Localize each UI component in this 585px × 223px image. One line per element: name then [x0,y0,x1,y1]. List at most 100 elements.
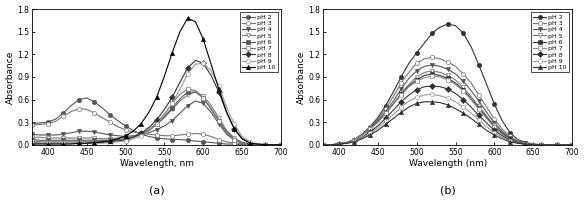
pH 3 [114,125,121,128]
pH 4 [192,100,199,102]
pH 8 [351,140,358,142]
pH 9 [320,143,327,146]
pH 9 [75,142,82,145]
pH 4 [122,135,129,138]
pH 5 [52,137,59,139]
pH 8 [328,143,335,146]
pH 4 [262,143,269,146]
pH 4 [215,122,222,125]
pH 6 [208,107,215,110]
pH 4 [351,138,358,141]
pH 4 [436,65,443,68]
pH 5 [390,103,397,105]
pH 4 [199,102,207,105]
pH 10 [223,111,230,114]
pH 6 [421,74,428,77]
pH 2 [246,143,253,146]
pH 2 [231,143,238,145]
pH 7 [246,143,253,145]
pH 2 [68,104,75,107]
pH 8 [199,62,207,65]
pH 3 [91,112,98,114]
pH 6 [44,139,51,142]
pH 3 [99,116,106,119]
pH 6 [452,82,459,84]
pH 2 [270,143,277,146]
pH 8 [444,88,451,90]
pH 3 [29,124,36,126]
pH 5 [335,143,342,145]
pH 8 [36,142,43,145]
pH 7 [328,143,335,146]
pH 3 [215,138,222,141]
X-axis label: Wavelength (nm): Wavelength (nm) [408,159,487,168]
pH 6 [343,141,350,144]
pH 3 [467,82,474,84]
Line: pH 2: pH 2 [321,22,574,147]
Line: pH 6: pH 6 [30,90,283,147]
pH 7 [467,98,474,101]
pH 8 [343,142,350,145]
pH 8 [421,85,428,88]
pH 5 [91,137,98,139]
pH 9 [270,143,277,146]
pH 6 [168,107,176,109]
pH 5 [359,134,366,136]
pH 7 [91,140,98,143]
pH 10 [215,88,222,90]
pH 8 [507,139,514,142]
pH 9 [60,142,67,145]
pH 6 [335,143,342,145]
pH 5 [429,70,436,72]
pH 9 [405,100,412,102]
pH 4 [382,110,389,113]
pH 3 [436,58,443,60]
pH 2 [192,140,199,142]
Line: pH 2: pH 2 [30,96,283,147]
Line: pH 10: pH 10 [30,16,283,147]
pH 4 [343,141,350,144]
pH 10 [153,96,160,99]
pH 9 [68,142,75,145]
pH 5 [36,136,43,138]
pH 2 [335,143,342,145]
pH 3 [569,143,576,146]
pH 2 [262,143,269,146]
pH 3 [351,138,358,141]
pH 5 [75,137,82,139]
pH 6 [545,143,552,146]
pH 6 [145,129,152,132]
pH 9 [161,114,168,117]
Line: pH 5: pH 5 [30,90,283,147]
pH 10 [553,143,560,146]
pH 6 [390,103,397,105]
pH 10 [137,122,144,125]
pH 3 [184,133,191,136]
pH 8 [192,59,199,62]
pH 6 [36,139,43,142]
pH 3 [161,134,168,137]
pH 3 [460,72,467,75]
pH 8 [405,94,412,96]
pH 10 [507,140,514,143]
pH 5 [99,137,106,140]
pH 10 [106,140,113,142]
pH 9 [199,62,207,65]
pH 4 [359,134,366,136]
pH 6 [507,137,514,140]
pH 2 [75,98,82,101]
pH 2 [467,45,474,48]
pH 2 [29,122,36,125]
pH 6 [476,107,483,109]
pH 2 [530,143,537,145]
pH 8 [545,143,552,146]
pH 2 [91,101,98,103]
pH 4 [460,80,467,83]
pH 5 [398,92,405,95]
pH 3 [168,134,176,137]
pH 3 [530,143,537,145]
pH 9 [254,143,261,145]
pH 10 [491,134,498,136]
pH 2 [436,26,443,29]
pH 6 [184,91,191,93]
